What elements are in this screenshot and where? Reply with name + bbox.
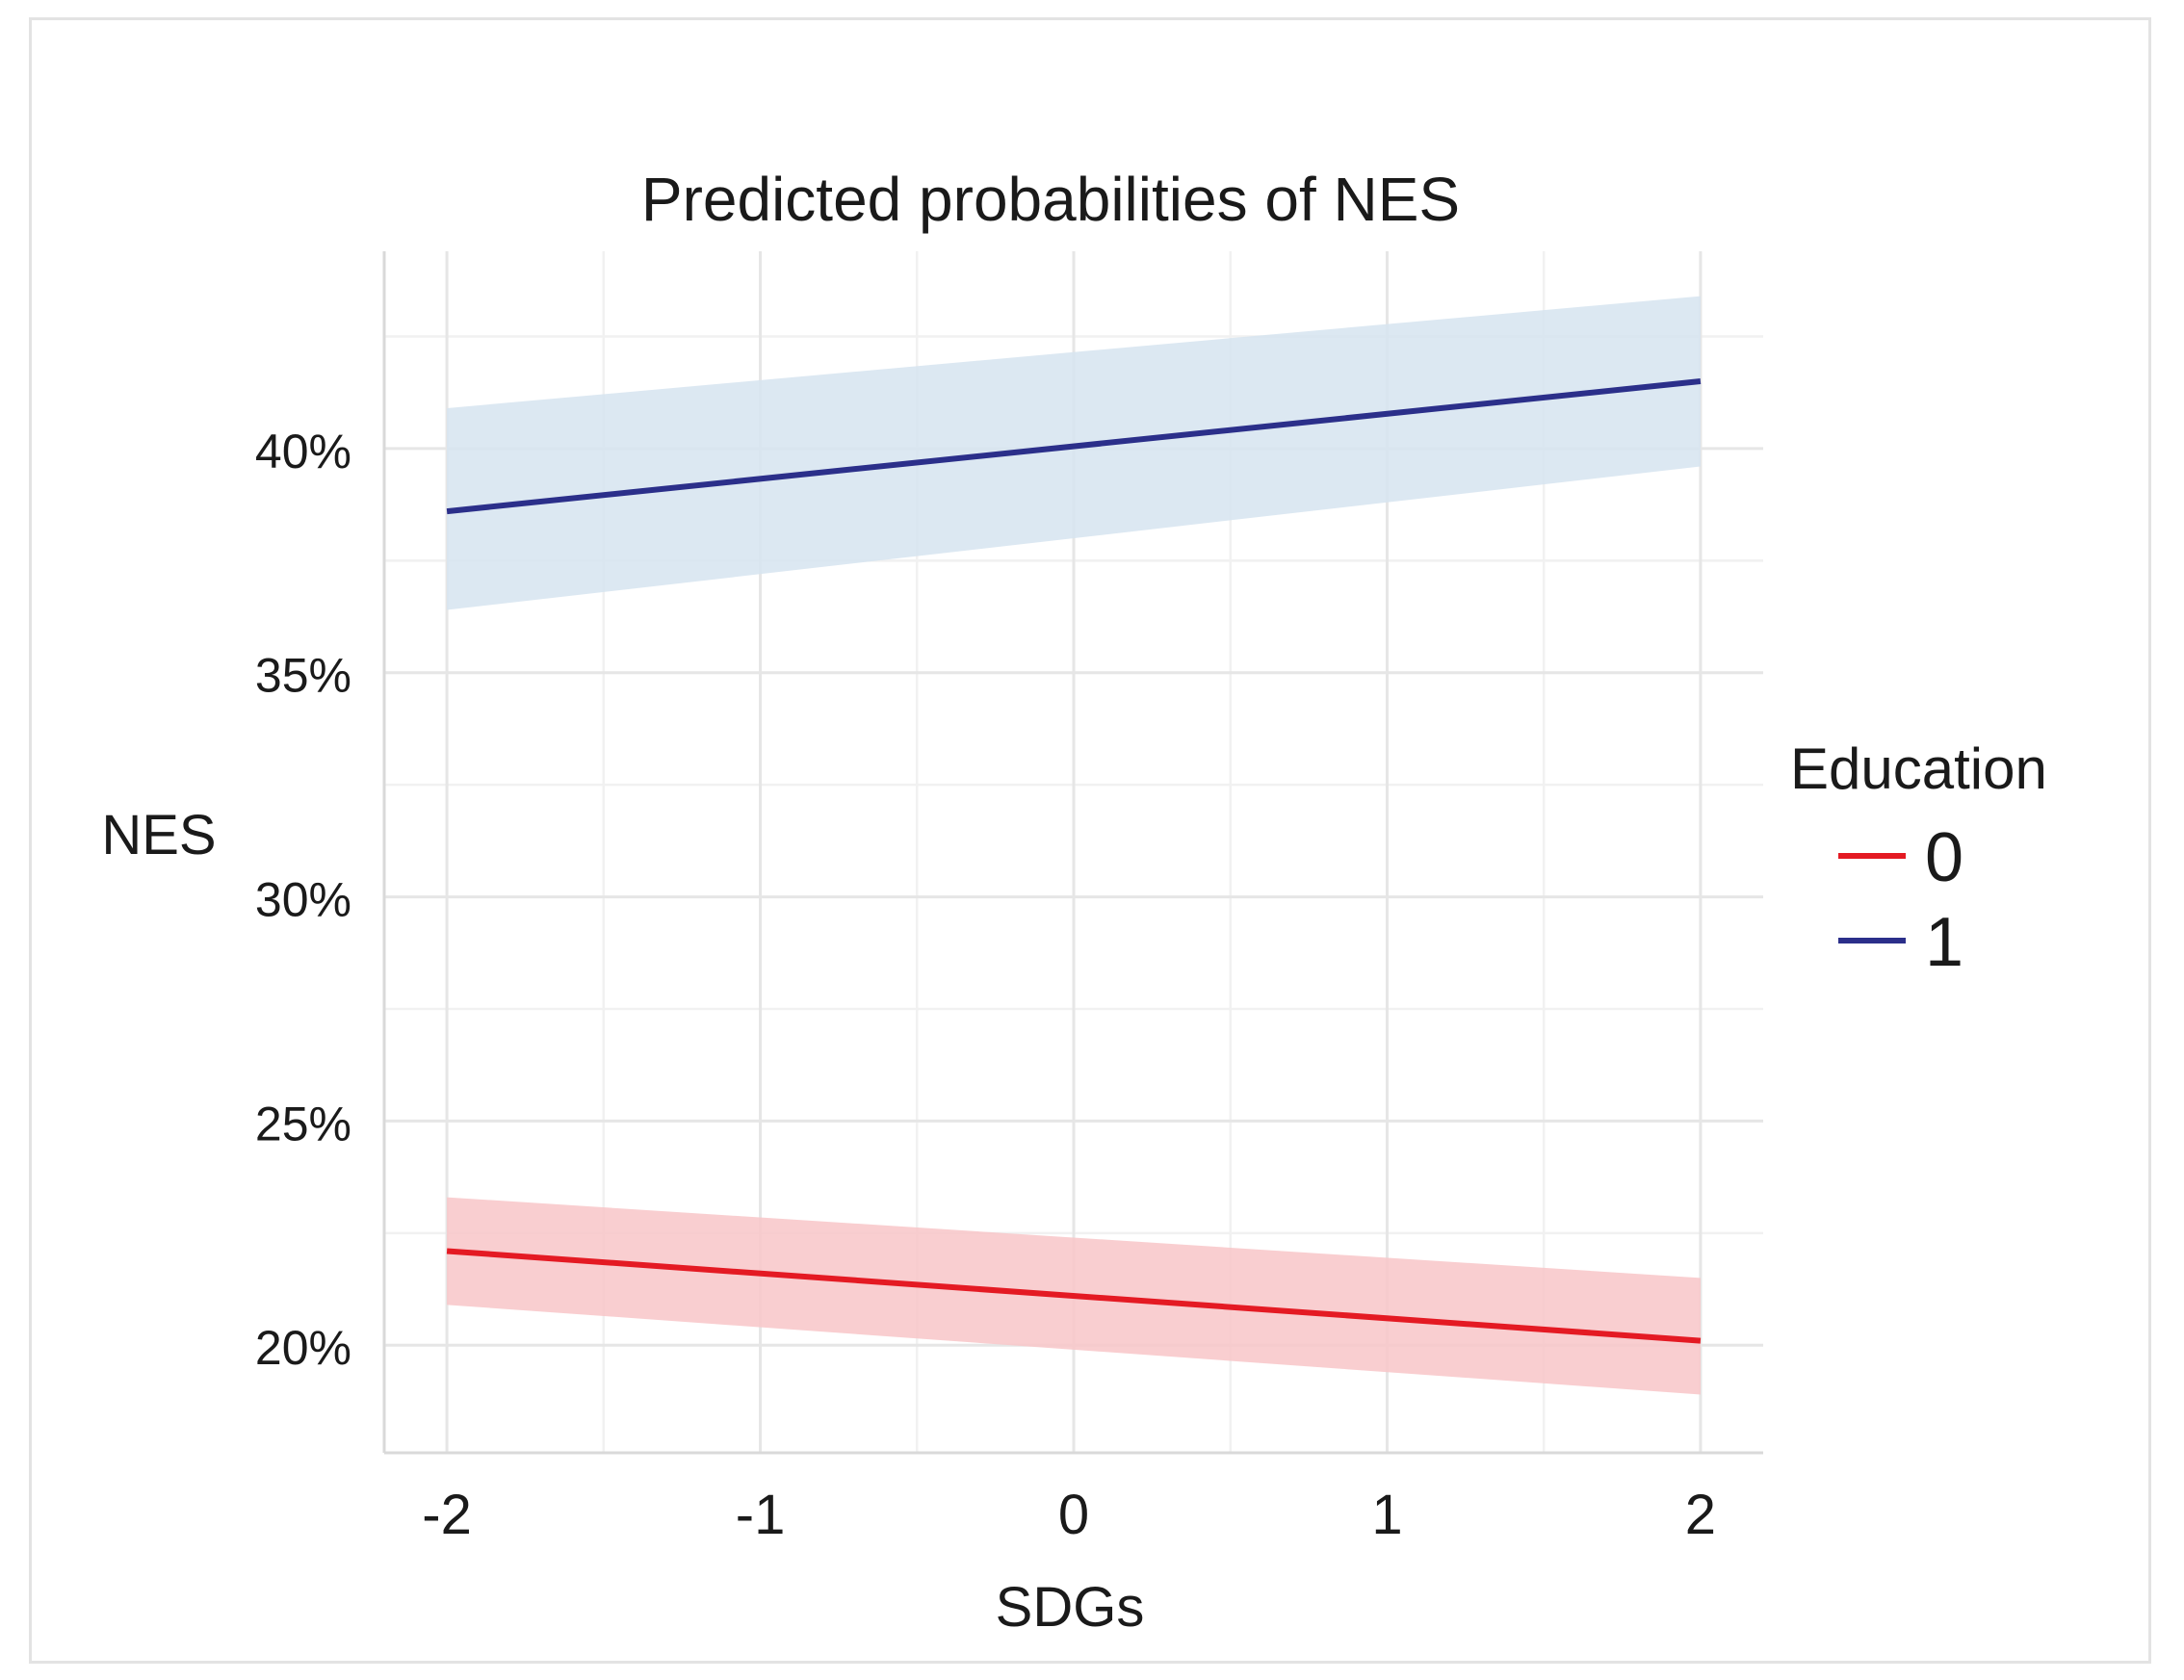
x-tick-label-4: 2 <box>1685 1484 1716 1546</box>
legend-label-0: 0 <box>1925 819 1963 896</box>
legend-label-1: 1 <box>1925 904 1963 981</box>
tick-labels: -2 -1 0 1 2 20% 25% 30% 35% 40% <box>255 425 1716 1546</box>
y-tick-label-4: 40% <box>255 425 351 478</box>
y-tick-label-1: 25% <box>255 1097 351 1150</box>
series-line-0 <box>446 1248 1702 1344</box>
x-tick-label-3: 1 <box>1371 1484 1402 1546</box>
x-tick-label-2: 0 <box>1058 1484 1089 1546</box>
axes <box>382 251 1763 1455</box>
legend-title: Education <box>1790 737 2047 801</box>
x-tick-label-0: -2 <box>422 1484 472 1546</box>
ci-band-1 <box>447 296 1701 610</box>
figure-frame: -2 -1 0 1 2 20% 25% 30% 35% 40% Predicted probabi… <box>29 17 2151 1664</box>
chart-title: Predicted probabilities of NES <box>641 165 1460 234</box>
x-tick-label-1: -1 <box>736 1484 786 1546</box>
series-lines <box>446 378 1702 1344</box>
x-axis-label: SDGs <box>996 1576 1145 1639</box>
chart-svg: -2 -1 0 1 2 20% 25% 30% 35% 40% Predicted probabi… <box>101 165 2047 1639</box>
legend: Education 0 1 <box>1790 737 2047 981</box>
series-line-1 <box>446 378 1702 515</box>
y-tick-label-3: 35% <box>255 649 351 703</box>
y-tick-label-0: 20% <box>255 1321 351 1375</box>
y-axis-label: NES <box>101 804 216 866</box>
y-tick-label-2: 30% <box>255 873 351 927</box>
